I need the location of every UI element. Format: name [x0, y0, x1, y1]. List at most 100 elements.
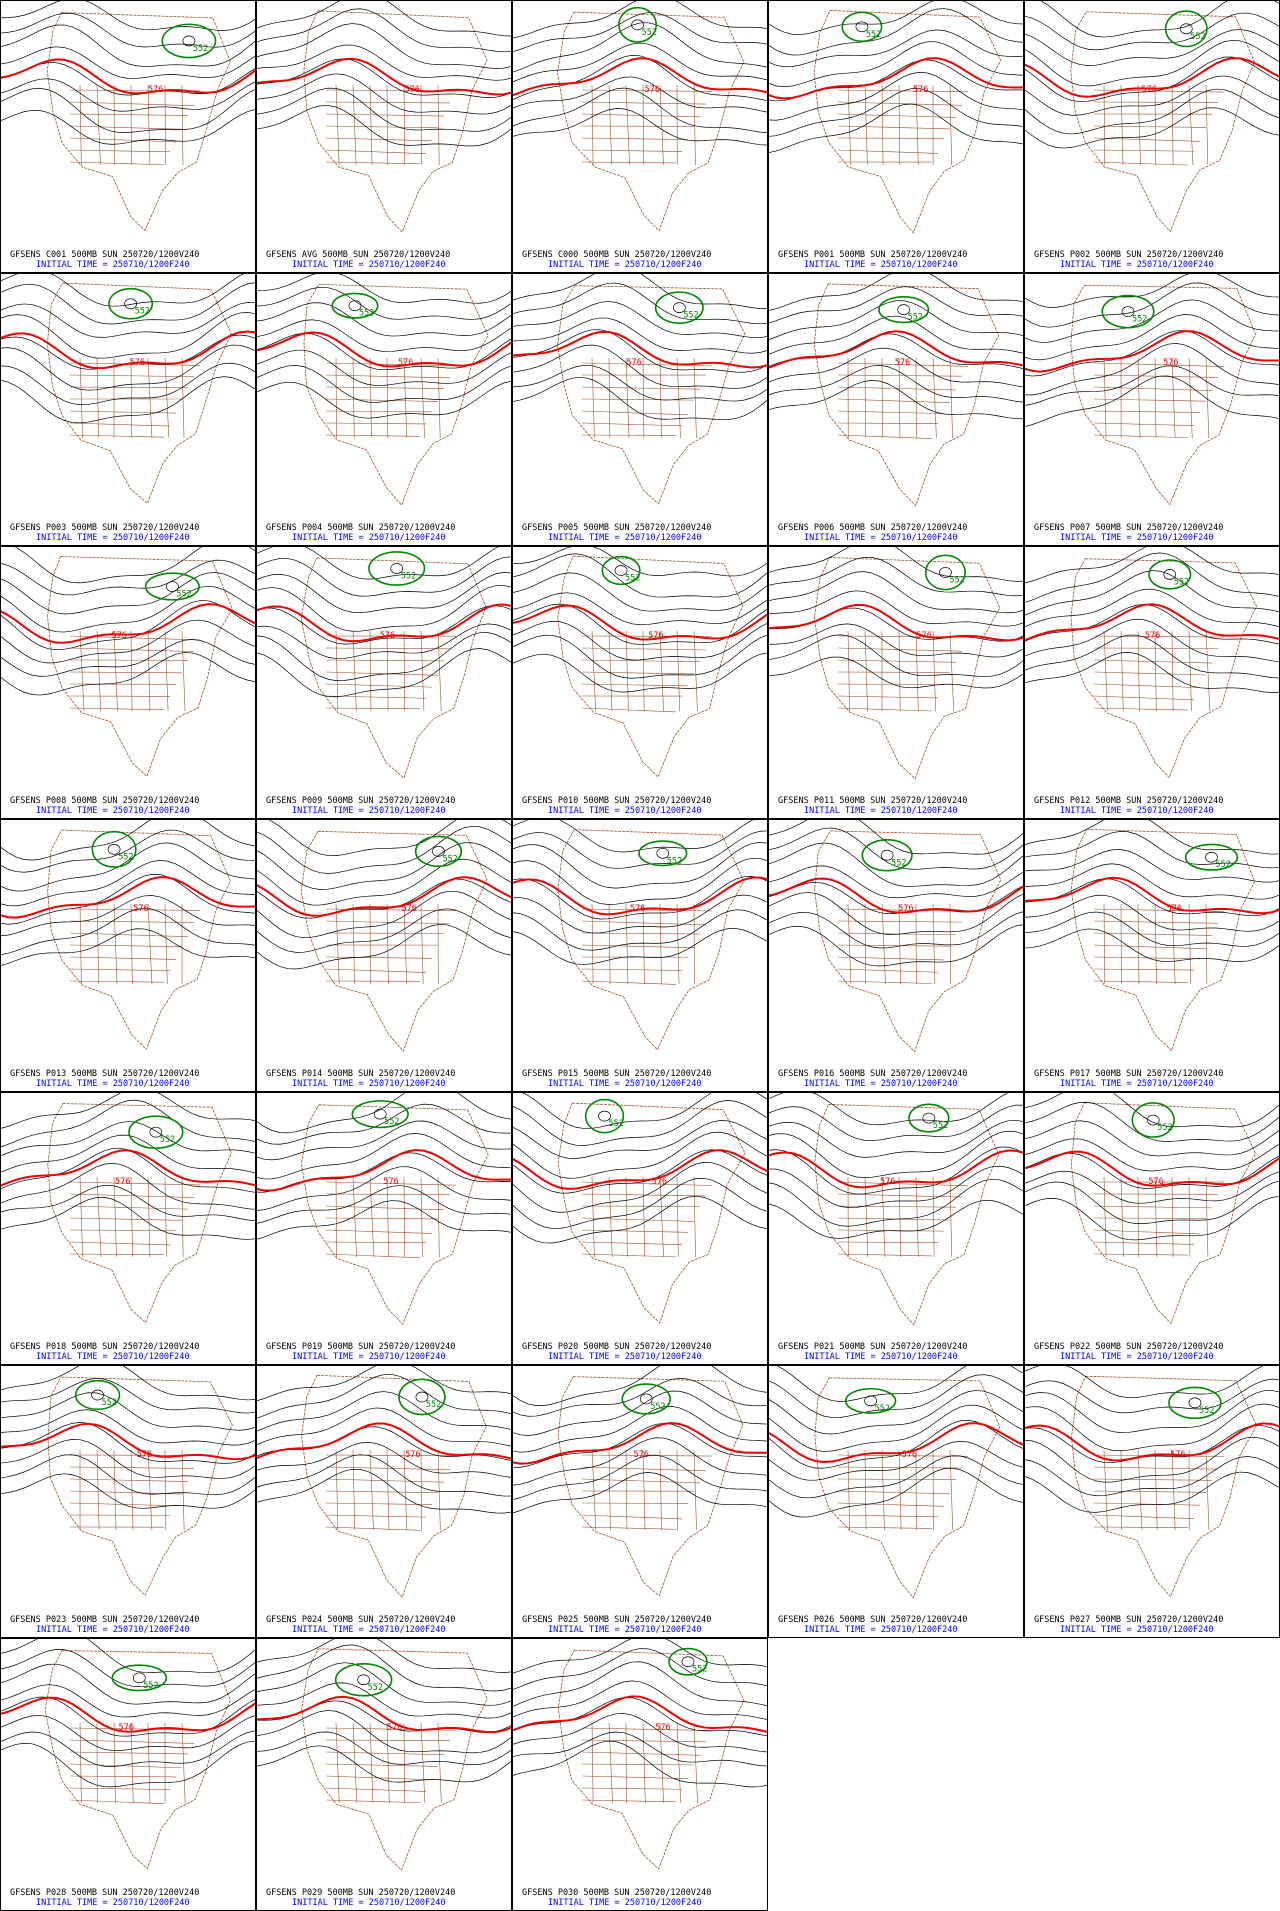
initial-time: INITIAL TIME = 250710/1200F240	[36, 1625, 190, 1635]
low-center	[880, 849, 894, 861]
low-center	[1163, 569, 1177, 580]
contour	[768, 1404, 1024, 1452]
state-border	[437, 84, 440, 166]
panel-background	[512, 0, 768, 273]
contour	[512, 1390, 768, 1436]
state-border	[1205, 903, 1208, 985]
panel-title: GFSENS AVG 500MB SUN 250720/1200V240	[266, 250, 450, 260]
panel-background	[256, 1365, 512, 1638]
panel-background	[512, 819, 768, 1092]
state-border	[386, 903, 389, 985]
panel-title: GFSENS P015 500MB SUN 250720/1200V240	[522, 1069, 711, 1079]
contour	[1024, 928, 1280, 963]
contour	[256, 380, 512, 419]
state-border	[1205, 1449, 1210, 1531]
state-border	[881, 1449, 885, 1531]
contour-label: 552	[442, 854, 457, 864]
state-border	[1120, 630, 1124, 712]
state-border	[1093, 434, 1189, 438]
contour	[512, 12, 768, 53]
panel-title: GFSENS P016 500MB SUN 250720/1200V240	[778, 1069, 967, 1079]
panel-background	[0, 546, 256, 819]
contour-label: 576	[917, 631, 932, 641]
panel-border	[768, 0, 1024, 273]
state-border	[79, 1176, 83, 1258]
contour	[1024, 863, 1280, 900]
contour	[1024, 1403, 1280, 1452]
state-border	[949, 1449, 954, 1531]
state-border	[581, 1751, 701, 1756]
state-border	[325, 1799, 421, 1804]
state-border	[1093, 362, 1225, 367]
state-border	[96, 630, 102, 712]
contour	[512, 1177, 768, 1229]
state-border	[69, 149, 171, 153]
state-border	[325, 683, 433, 688]
state-border	[325, 362, 457, 366]
state-border	[386, 1449, 390, 1531]
contour	[1024, 314, 1280, 361]
contour	[256, 1132, 512, 1180]
map-panel: 576 552 GFSENS P003 500MB SUN 250720/1200V…	[0, 273, 256, 546]
contour-576	[1024, 603, 1280, 642]
state-border	[403, 84, 406, 166]
contour	[512, 652, 768, 693]
contour	[512, 1648, 768, 1691]
contour	[256, 1092, 512, 1134]
state-border	[1093, 944, 1207, 950]
contour-label: 552	[143, 1681, 158, 1691]
state-border	[581, 1763, 695, 1766]
state-border	[659, 1449, 662, 1531]
low-center	[107, 844, 121, 855]
contour-552	[144, 572, 200, 601]
contour	[0, 376, 256, 424]
state-border	[847, 1449, 850, 1531]
contour	[512, 830, 768, 869]
contour-label: 576	[402, 904, 417, 914]
map-panel: 576 552 GFSENS P021 500MB SUN 250720/1200V…	[768, 1092, 1024, 1365]
initial-time: INITIAL TIME = 250710/1200F240	[36, 260, 190, 270]
map-panel: 576 552 GFSENS P019 500MB SUN 250720/1200V…	[256, 1092, 512, 1365]
state-border	[1093, 1217, 1207, 1219]
state-border	[581, 980, 677, 985]
state-border	[69, 1181, 201, 1186]
contour-label: 552	[135, 307, 150, 317]
state-border	[837, 362, 969, 367]
contour	[256, 349, 512, 386]
state-border	[1205, 357, 1210, 439]
state-border	[69, 1787, 171, 1790]
initial-time: INITIAL TIME = 250710/1200F240	[36, 1079, 190, 1089]
contour	[256, 302, 512, 337]
contour	[256, 1731, 512, 1766]
contour	[768, 911, 1024, 949]
contour-576	[1024, 330, 1280, 373]
state-border	[181, 1176, 184, 1258]
initial-time: INITIAL TIME = 250710/1200F240	[36, 1352, 190, 1362]
state-border	[325, 1454, 457, 1457]
contour	[0, 273, 246, 307]
state-border	[837, 707, 933, 712]
contour	[1024, 878, 1280, 917]
state-border	[1171, 1449, 1176, 1531]
panel-title: GFSENS P004 500MB SUN 250720/1200V240	[266, 523, 455, 533]
contour-576	[256, 1149, 512, 1192]
state-border	[69, 1229, 177, 1231]
state-border	[1103, 1449, 1108, 1531]
contour-label: 576	[913, 85, 928, 95]
panel-title: GFSENS P027 500MB SUN 250720/1200V240	[1034, 1615, 1223, 1625]
state-border	[69, 707, 165, 711]
state-border	[437, 357, 441, 439]
state-border	[325, 968, 427, 973]
contour	[256, 572, 512, 614]
state-border	[325, 1229, 433, 1234]
contour-576	[512, 330, 768, 369]
contour	[768, 1130, 1024, 1178]
contour-label: 576	[1167, 904, 1182, 914]
contour-576	[768, 57, 1024, 100]
state-border	[420, 1176, 423, 1258]
contour	[1024, 29, 1280, 66]
initial-time: INITIAL TIME = 250710/1200F240	[292, 1352, 446, 1362]
panel-title: GFSENS P023 500MB SUN 250720/1200V240	[10, 1615, 199, 1625]
state-border	[325, 386, 445, 389]
panel-border	[0, 546, 256, 819]
